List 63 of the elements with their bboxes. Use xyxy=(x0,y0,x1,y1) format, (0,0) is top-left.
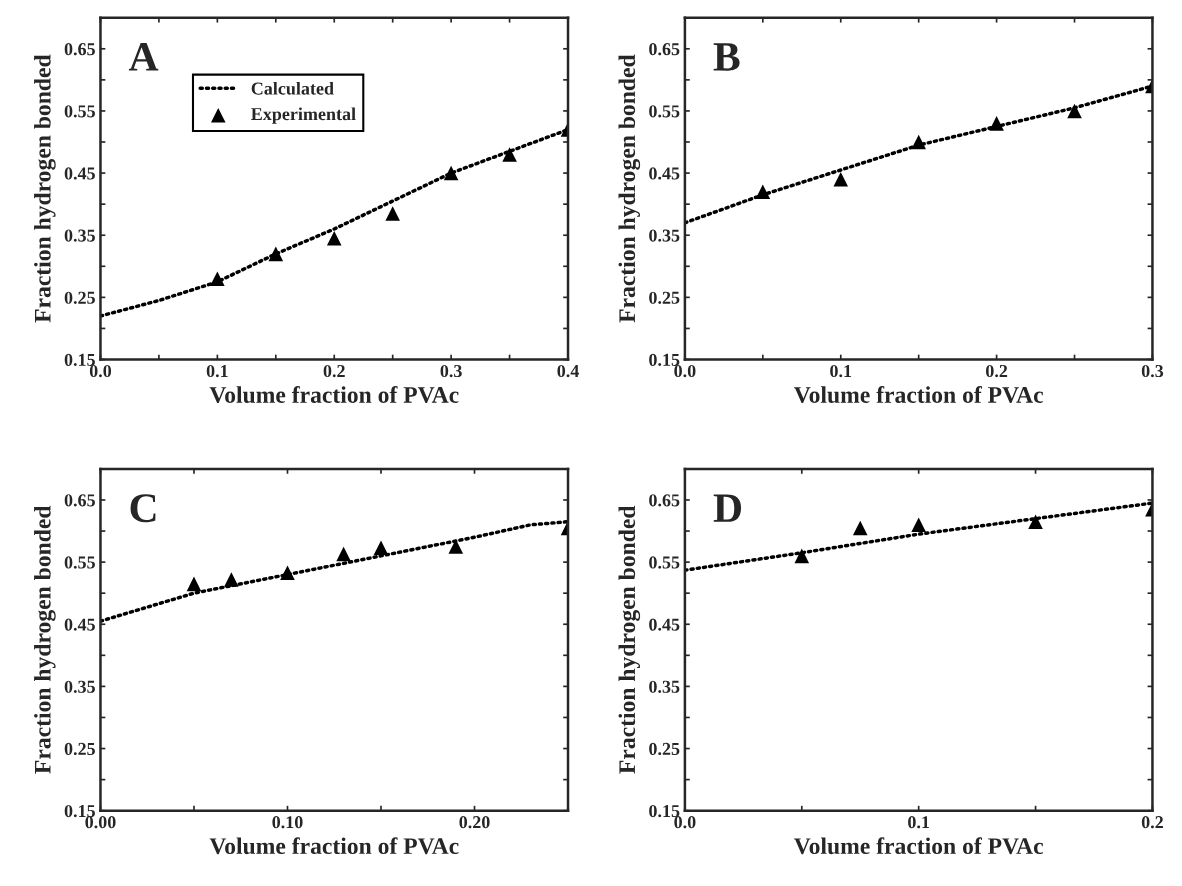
x-tick-label: 0.4 xyxy=(557,364,579,378)
x-tick-label: 0.1 xyxy=(206,364,228,378)
y-tick-label: 0.25 xyxy=(64,742,95,756)
y-tick-label: 0.55 xyxy=(64,105,95,118)
y-tick-label: 0.15 xyxy=(649,804,680,818)
point xyxy=(911,517,926,533)
y-tick-label: 0.45 xyxy=(649,618,680,631)
point xyxy=(1028,514,1043,529)
y-tick-label: 0.45 xyxy=(64,618,95,631)
y-tick-label: 0.65 xyxy=(649,43,680,56)
y-tick-label: 0.65 xyxy=(64,43,95,56)
x-tick-label: 0.0 xyxy=(674,364,696,378)
y-axis-title: Fraction hydrogen bonded xyxy=(34,54,56,323)
annotation: D xyxy=(713,494,742,522)
x-tick-label: 0.1 xyxy=(830,364,852,378)
annotation: B xyxy=(713,43,740,71)
y-tick-label: 0.35 xyxy=(649,680,680,693)
y-axis-title: Fraction hydrogen bonded xyxy=(618,505,641,774)
y-tick-label: 0.35 xyxy=(64,680,95,693)
x-tick-label: 0.00 xyxy=(85,816,116,829)
y-tick-label: 0.15 xyxy=(64,804,95,818)
x-tick-label: 0.10 xyxy=(272,816,303,829)
y-tick-label: 0.65 xyxy=(64,494,95,507)
point xyxy=(833,172,849,187)
y-tick-label: 0.15 xyxy=(64,353,95,367)
x-axis-title: Volume fraction of PVAc xyxy=(794,837,1044,855)
y-axis-title: Fraction hydrogen bonded xyxy=(618,54,641,323)
point xyxy=(502,147,517,162)
point xyxy=(326,231,342,246)
y-tick-label: 0.25 xyxy=(649,742,680,756)
legend-label: Experimental xyxy=(251,107,356,124)
x-tick-label: 0.1 xyxy=(908,816,930,829)
y-tick-label: 0.45 xyxy=(64,167,95,180)
point xyxy=(448,539,464,554)
annotation: A xyxy=(128,43,159,71)
x-tick-label: 0.3 xyxy=(440,364,462,378)
legend-label: Calculated xyxy=(251,81,334,95)
point xyxy=(794,548,810,564)
x-axis-title: Volume fraction of PVAc xyxy=(209,837,459,855)
y-tick-label: 0.55 xyxy=(64,556,95,569)
y-tick-label: 0.35 xyxy=(64,229,95,242)
x-axis-title: Volume fraction of PVAc xyxy=(794,386,1044,404)
annotation: C xyxy=(130,494,156,523)
y-tick-label: 0.25 xyxy=(649,291,680,304)
point xyxy=(385,206,400,221)
y-tick-label: 0.55 xyxy=(649,105,680,118)
y-axis-title: Fraction hydrogen bonded xyxy=(34,505,56,774)
y-tick-label: 0.15 xyxy=(649,353,680,367)
x-tick-label: 0.20 xyxy=(459,816,490,829)
y-tick-label: 0.25 xyxy=(64,291,95,304)
point xyxy=(336,546,351,562)
y-tick-label: 0.45 xyxy=(649,167,680,180)
x-tick-label: 0.2 xyxy=(323,364,345,378)
x-tick-label: 0.3 xyxy=(1141,364,1164,378)
point xyxy=(186,576,202,592)
x-axis-title: Volume fraction of PVAc xyxy=(209,386,459,404)
x-tick-label: 0.2 xyxy=(986,364,1008,378)
y-tick-label: 0.35 xyxy=(649,229,680,242)
x-tick-label: 0.0 xyxy=(674,816,696,829)
y-tick-label: 0.55 xyxy=(649,556,680,569)
point xyxy=(852,520,868,536)
y-tick-label: 0.65 xyxy=(649,494,680,507)
x-tick-label: 0.2 xyxy=(1141,816,1163,829)
